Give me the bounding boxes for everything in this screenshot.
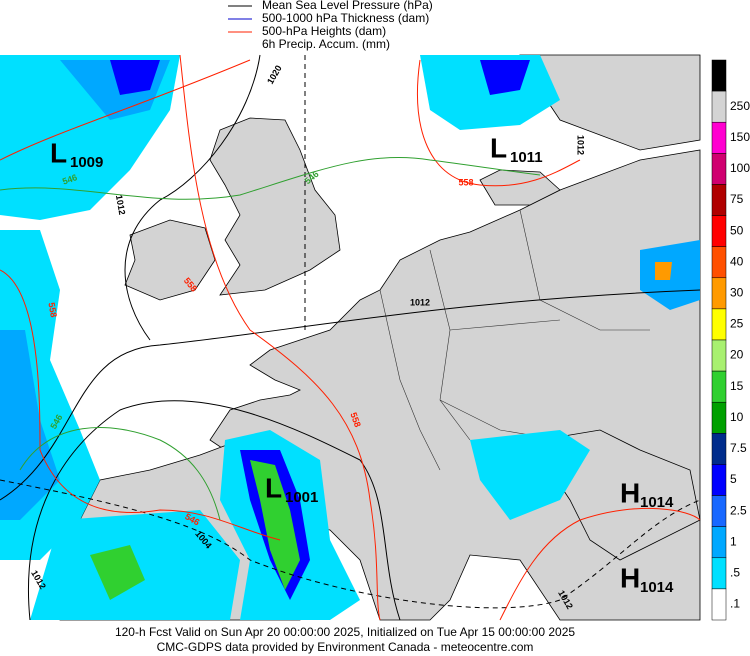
pressure-value: 1014 [640, 579, 674, 596]
colorbar-swatch [711, 246, 727, 279]
legend-label: 500-1000 hPa Thickness (dam) [262, 11, 429, 25]
pressure-value: 1014 [640, 494, 674, 511]
legend-label: 500-hPa Heights (dam) [262, 24, 386, 38]
colorbar-swatch [711, 433, 727, 465]
pressure-letter: H [620, 562, 640, 593]
colorbar-swatch [711, 495, 727, 527]
borders [379, 209, 650, 471]
contour-label: 546 [61, 172, 79, 187]
colorbar-label: 75 [730, 192, 744, 206]
footer-text: CMC-GDPS data provided by Environment Ca… [157, 640, 534, 654]
colorbar-swatch [711, 339, 727, 372]
colorbar-swatch [711, 153, 727, 185]
colorbar-label: 50 [730, 223, 744, 237]
colorbar-swatch [711, 401, 727, 434]
colorbar-label: 5 [730, 472, 737, 486]
legend-label: 6h Precip. Accum. (mm) [262, 37, 390, 51]
colorbar-swatch [711, 464, 727, 496]
colorbar-label: 25 [730, 317, 744, 331]
pressure-letter: L [265, 472, 282, 503]
colorbar-label: .5 [730, 566, 740, 580]
colorbar-label: 40 [730, 254, 744, 268]
pressure-letter: L [490, 132, 507, 163]
colorbar-swatch [711, 59, 727, 92]
colorbar-swatch [711, 588, 727, 621]
precipitation [0, 55, 700, 620]
colorbar-label: 20 [730, 348, 744, 362]
colorbar-swatch [711, 90, 727, 123]
contour-label: 558 [458, 177, 473, 187]
legend-label: Mean Sea Level Pressure (hPa) [262, 0, 433, 12]
colorbar-swatch [711, 370, 727, 403]
colorbar-swatch [711, 277, 727, 310]
contour-label: 1012 [114, 194, 127, 215]
colorbar-label: 100 [730, 161, 750, 175]
contour-label: 558 [348, 411, 363, 429]
contour-label: 558 [46, 302, 58, 319]
pressure-letter: H [620, 477, 640, 508]
colorbar-label: 150 [730, 130, 750, 144]
colorbar-label: 10 [730, 410, 744, 424]
colorbar-swatch [711, 215, 727, 247]
colorbar-swatch [711, 308, 727, 341]
colorbar-label: 15 [730, 379, 744, 393]
colorbar-label: 30 [730, 286, 744, 300]
contours [0, 54, 701, 621]
pressure-value: 1001 [285, 489, 318, 506]
contour-label: 1012 [576, 135, 586, 155]
colorbar-swatch [711, 184, 727, 216]
colorbar-label: 250 [730, 99, 750, 113]
colorbar-swatch [711, 557, 727, 590]
colorbar-label: .1 [730, 597, 740, 611]
colorbar-swatch [711, 526, 727, 559]
colorbar-label: 2.5 [730, 503, 747, 517]
colorbar-label: 1 [730, 534, 737, 548]
pressure-value: 1009 [70, 154, 103, 171]
pressure-value: 1011 [510, 149, 543, 166]
colorbar-swatch [711, 121, 727, 154]
footer-text: 120-h Fcst Valid on Sun Apr 20 00:00:00 … [115, 625, 575, 639]
colorbar-label: 7.5 [730, 441, 747, 455]
pressure-letter: L [50, 137, 67, 168]
contour-label: 1012 [410, 297, 430, 307]
